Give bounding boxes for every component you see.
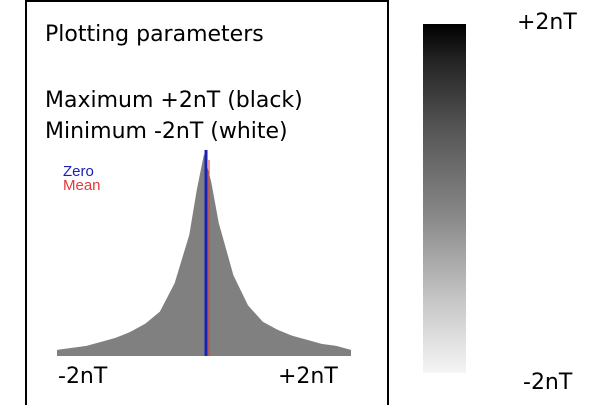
axis-label-max: +2nT — [278, 364, 338, 389]
panel-title: Plotting parameters — [45, 22, 264, 47]
histogram-chart — [57, 150, 351, 356]
maximum-label: Maximum +2nT (black) — [45, 88, 303, 113]
legend-zero: Zero — [63, 163, 94, 180]
colorbar — [423, 24, 466, 373]
histogram-area — [57, 154, 351, 356]
axis-label-min: -2nT — [58, 364, 108, 389]
minimum-label: Minimum -2nT (white) — [45, 119, 288, 144]
colorbar-max-label: +2nT — [517, 10, 577, 35]
legend-mean: Mean — [63, 177, 101, 194]
colorbar-min-label: -2nT — [523, 370, 573, 395]
plotting-parameters-panel: Plotting parameters Maximum +2nT (black)… — [25, 0, 389, 405]
